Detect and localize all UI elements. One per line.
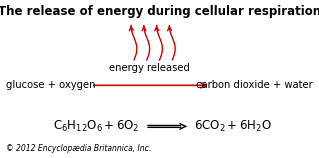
Text: The release of energy during cellular respiration: The release of energy during cellular re…: [0, 5, 319, 18]
Text: energy released: energy released: [109, 64, 190, 73]
Text: © 2012 Encyclopædia Britannica, Inc.: © 2012 Encyclopædia Britannica, Inc.: [6, 144, 152, 153]
Text: glucose + oxygen: glucose + oxygen: [6, 80, 96, 90]
Text: $\mathsf{C_6H_{12}O_6 + 6O_2}$: $\mathsf{C_6H_{12}O_6 + 6O_2}$: [53, 119, 139, 134]
Text: $\mathsf{6CO_2 + 6H_2O}$: $\mathsf{6CO_2 + 6H_2O}$: [194, 119, 272, 134]
Text: carbon dioxide + water: carbon dioxide + water: [196, 80, 313, 90]
